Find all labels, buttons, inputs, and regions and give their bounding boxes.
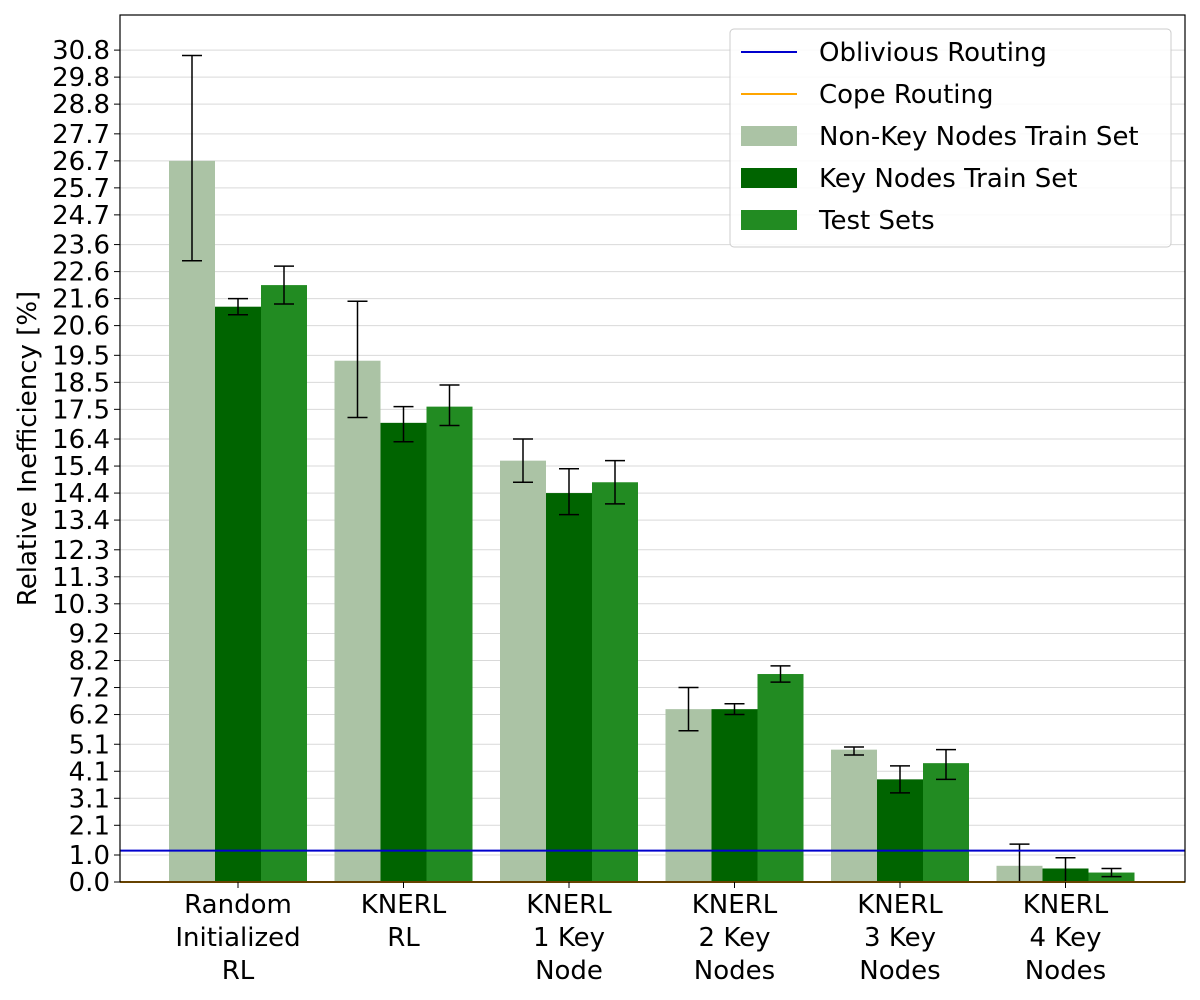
y-tick-label: 22.6 <box>52 258 110 288</box>
y-tick-label: 1.0 <box>69 841 110 871</box>
legend-label: Non-Key Nodes Train Set <box>819 122 1139 152</box>
bar <box>215 306 261 882</box>
y-tick-label: 26.7 <box>52 147 110 177</box>
legend-patch-swatch <box>741 210 797 230</box>
y-tick-label: 0.0 <box>69 868 110 898</box>
legend-label: Oblivious Routing <box>819 38 1047 68</box>
x-tick-label: Random <box>184 890 292 920</box>
plot-frame <box>119 14 1186 883</box>
y-tick-label: 8.2 <box>69 647 110 677</box>
y-tick-label: 30.8 <box>52 36 110 66</box>
y-tick-label: 21.6 <box>52 285 110 315</box>
x-tick-label: RL <box>387 923 420 953</box>
legend-label: Test Sets <box>818 206 935 236</box>
x-tick-label: 4 Key <box>1030 923 1102 953</box>
y-tick-label: 7.2 <box>69 674 110 704</box>
bar <box>592 482 638 882</box>
y-tick-label: 13.4 <box>52 506 110 536</box>
y-tick-label: 23.6 <box>52 231 110 261</box>
bar <box>757 674 804 882</box>
y-tick-label: 10.3 <box>52 590 110 620</box>
legend-label: Cope Routing <box>819 80 994 110</box>
y-axis-label: Relative Inefficiency [%] <box>13 291 43 606</box>
y-tick-label: 14.4 <box>52 479 110 509</box>
bar <box>546 493 592 882</box>
bar <box>426 406 473 882</box>
legend: Oblivious Routing Cope Routing Non-Key Nod… <box>729 28 1172 248</box>
y-tick-label: 15.4 <box>52 452 110 482</box>
y-tick-label: 11.3 <box>52 563 110 593</box>
legend-patch-swatch <box>741 126 797 146</box>
legend-box <box>729 28 1172 248</box>
x-tick-label: Nodes <box>694 956 775 986</box>
bar <box>169 160 215 882</box>
x-tick-label: KNERL <box>857 890 943 920</box>
bar <box>711 709 758 882</box>
y-tick-label: 6.2 <box>69 701 110 731</box>
y-tick-label: 3.1 <box>69 784 110 814</box>
x-tick-label: Nodes <box>859 956 940 986</box>
x-tick-label: Initialized <box>175 923 300 953</box>
x-tick-label: 2 Key <box>699 923 771 953</box>
x-tick-label: KNERL <box>526 890 612 920</box>
x-tick-label: Nodes <box>1025 956 1106 986</box>
bar <box>380 422 427 882</box>
y-tick-label: 20.6 <box>52 312 110 342</box>
error-bars <box>182 54 1122 883</box>
y-tick-label: 12.3 <box>52 536 110 566</box>
y-tick-label: 16.4 <box>52 425 110 455</box>
x-tick-label: KNERL <box>692 890 778 920</box>
bar <box>500 460 546 882</box>
y-tick-label: 4.1 <box>69 757 110 787</box>
x-tick-label: KNERL <box>1023 890 1109 920</box>
x-tick-label: 1 Key <box>533 923 605 953</box>
y-tick-label: 25.7 <box>52 174 110 204</box>
bars <box>169 160 1135 883</box>
x-tick-label: RL <box>222 956 255 986</box>
y-tick-label: 5.1 <box>69 730 110 760</box>
y-axis-ticks: 0.01.02.13.14.15.16.27.28.29.210.311.312… <box>52 36 120 898</box>
bar <box>877 779 923 882</box>
legend-patch-swatch <box>741 168 797 188</box>
y-tick-label: 29.8 <box>52 63 110 93</box>
bar <box>261 285 307 882</box>
y-tick-label: 2.1 <box>69 811 110 841</box>
y-tick-label: 19.5 <box>52 341 110 371</box>
y-tick-label: 17.5 <box>52 395 110 425</box>
y-tick-label: 24.7 <box>52 201 110 231</box>
x-tick-label: Node <box>535 956 603 986</box>
y-tick-label: 18.5 <box>52 368 110 398</box>
bar <box>665 709 712 882</box>
legend-label: Key Nodes Train Set <box>819 164 1077 194</box>
x-tick-label: 3 Key <box>864 923 936 953</box>
y-tick-label: 28.8 <box>52 90 110 120</box>
y-tick-label: 27.7 <box>52 120 110 150</box>
y-tick-label: 9.2 <box>69 620 110 650</box>
bar <box>923 763 969 882</box>
bar <box>831 749 877 882</box>
x-tick-label: KNERL <box>361 890 447 920</box>
bar <box>334 360 381 883</box>
